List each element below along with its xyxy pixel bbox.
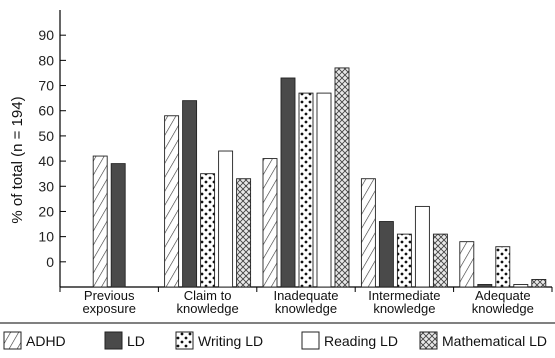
bar-adhd — [360, 178, 376, 288]
bar-reading-ld — [513, 284, 529, 288]
bar-reading-ld — [316, 92, 332, 288]
x-tick-label: Inadequate knowledge — [273, 288, 338, 316]
bar-mathematical-ld — [236, 178, 252, 288]
legend-item-adhd: ADHD — [3, 331, 66, 350]
bar-adhd — [262, 158, 278, 288]
legend-swatch — [175, 331, 194, 350]
legend-label: Writing LD — [198, 333, 263, 349]
x-tick-label: Intermediate knowledge — [368, 288, 440, 316]
y-ticks: 0 10 20 30 40 50 60 70 80 90 — [38, 27, 66, 270]
legend-swatch — [301, 331, 320, 350]
bar-reading-ld — [414, 205, 430, 288]
legend-label: Reading LD — [324, 333, 398, 349]
bars — [92, 67, 547, 288]
bar-adhd — [459, 241, 475, 288]
bar-reading-ld — [218, 150, 234, 288]
plot-area: 0 10 20 30 40 50 60 70 80 90 Previous exposure Clai… — [38, 10, 553, 316]
y-tick-label: 30 — [38, 178, 54, 194]
y-axis-label: % of total (n = 194) — [9, 96, 26, 223]
legend-item-ld: LD — [104, 331, 145, 350]
legend-swatch — [419, 331, 438, 350]
legend: ADHD LD Writing LD Reading LD Mathematical L… — [3, 331, 547, 350]
y-tick-label: 80 — [38, 52, 54, 68]
legend-label: ADHD — [26, 333, 66, 349]
legend-item-mathematical-ld: Mathematical LD — [419, 331, 547, 350]
y-tick-label: 60 — [38, 103, 54, 119]
y-tick-label: 0 — [46, 254, 54, 270]
x-tick-label: Adequate knowledge — [472, 288, 534, 316]
legend-swatch — [104, 331, 123, 350]
bar-ld — [110, 163, 126, 288]
bar-adhd — [92, 155, 108, 288]
legend-item-writing-ld: Writing LD — [175, 331, 263, 350]
bar-writing-ld — [298, 92, 314, 288]
y-tick-label: 70 — [38, 78, 54, 94]
bar-writing-ld — [396, 233, 412, 288]
legend-label: Mathematical LD — [442, 333, 547, 349]
bar-ld — [280, 77, 296, 288]
bar-adhd — [164, 115, 180, 288]
bar-ld — [182, 100, 198, 288]
bar-mathematical-ld — [334, 67, 350, 288]
bar-writing-ld — [495, 246, 511, 288]
y-tick-label: 90 — [38, 27, 54, 43]
legend-label: LD — [127, 333, 145, 349]
y-tick-label: 50 — [38, 128, 54, 144]
bar-ld — [477, 284, 493, 288]
y-tick-label: 20 — [38, 203, 54, 219]
bar-writing-ld — [200, 173, 216, 288]
y-tick-label: 10 — [38, 229, 54, 245]
bar-ld — [378, 221, 394, 288]
bar-mathematical-ld — [432, 233, 448, 288]
legend-item-reading-ld: Reading LD — [301, 331, 398, 350]
x-tick-label: Claim to knowledge — [177, 288, 239, 316]
legend-swatch — [3, 331, 22, 350]
x-tick-label: Previous exposure — [82, 288, 135, 316]
x-tick-labels: Previous exposure Claim to knowledge Inadequ… — [59, 287, 553, 316]
bar-mathematical-ld — [531, 278, 547, 288]
y-tick-label: 40 — [38, 153, 54, 169]
